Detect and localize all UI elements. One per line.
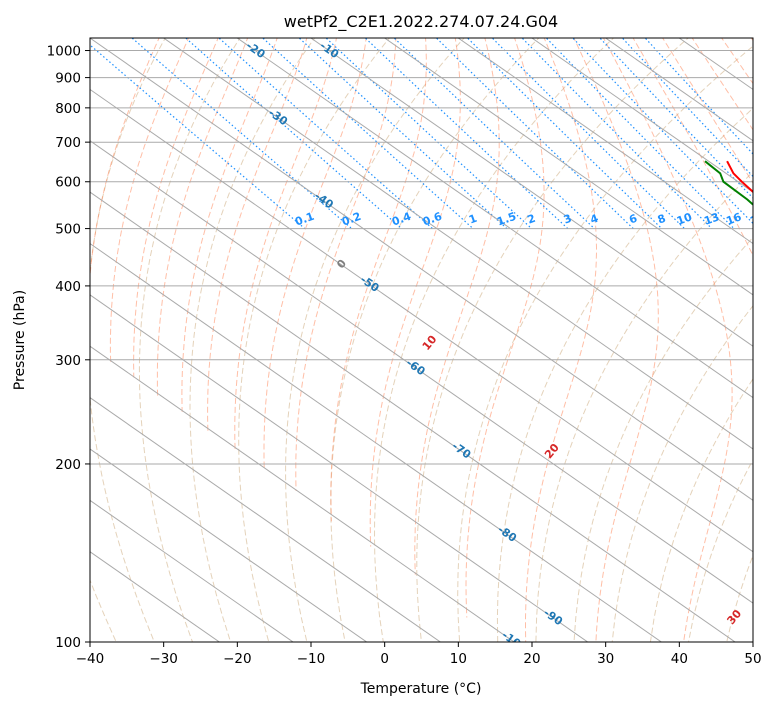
isotherm-line xyxy=(162,38,753,450)
mixing-ratio-label: 0.1 xyxy=(293,210,316,229)
moist-adiabat-line xyxy=(330,38,427,522)
moist-adiabat-line xyxy=(90,38,160,282)
mixing-ratio-label: 20 xyxy=(749,210,768,228)
chart-title: wetPf2_C2E1.2022.274.07.24.G04 xyxy=(284,12,558,32)
isotherm-line xyxy=(90,140,753,604)
moist-adiabat-line xyxy=(414,38,500,575)
dry-adiabat-line xyxy=(611,304,753,642)
isotherm-line xyxy=(457,38,753,245)
x-tick-label: 0 xyxy=(380,651,389,667)
dry-adiabat-line xyxy=(416,38,689,642)
dry-adiabat-line xyxy=(496,107,753,642)
plot-area: -100-90-80-70-60-50-40-30-20 -100.1 0.2 0.4… xyxy=(90,38,768,642)
moist-adiabat-line xyxy=(207,38,308,434)
isotherm-line xyxy=(90,499,294,642)
y-tick-label: 1000 xyxy=(47,44,81,60)
isotherm-line xyxy=(236,38,753,399)
mixing-ratio-label: 1 xyxy=(467,212,479,227)
moist-adiabat-line xyxy=(109,38,190,365)
isotherm-line xyxy=(531,38,753,193)
mixing-ratio-label: 8 xyxy=(656,212,668,227)
moist-adiabat-line xyxy=(156,38,249,397)
mixing-ratio-line xyxy=(184,38,403,230)
x-tick-label: 40 xyxy=(671,651,688,667)
mixing-ratio-line xyxy=(644,38,753,155)
mixing-ratio-label: 0.4 xyxy=(390,210,413,229)
mixing-ratio-line xyxy=(491,38,685,230)
mixing-ratio-label: 0.6 xyxy=(421,210,444,229)
axis-ticks: −40 −30 −20 −10 0 10 20 30 40 5010020030040050060… xyxy=(47,44,762,667)
x-tick-label: 50 xyxy=(744,651,761,667)
x-tick-label: −10 xyxy=(297,651,326,667)
moist-adiabat-line xyxy=(465,38,545,618)
mixing-ratio-line xyxy=(599,38,753,199)
x-tick-label: −20 xyxy=(223,651,252,667)
moist-adiabat-line xyxy=(263,38,367,471)
isotherm-line xyxy=(90,191,736,642)
y-tick-label: 700 xyxy=(55,135,81,151)
moist-adiabat-line xyxy=(369,38,461,547)
mixing-ratio-line xyxy=(621,38,753,178)
mixing-ratio-line xyxy=(435,38,634,230)
mixing-ratio-line xyxy=(90,44,306,230)
grid-lines xyxy=(90,38,753,642)
isotherm-line xyxy=(310,38,753,347)
y-tick-label: 900 xyxy=(55,71,81,87)
mixing-ratio-line xyxy=(545,38,735,230)
isotherm-line xyxy=(90,345,515,642)
y-tick-label: 100 xyxy=(55,635,81,651)
x-axis-label: Temperature (°C) xyxy=(360,681,482,697)
isotherm-line xyxy=(90,38,753,501)
x-tick-label: −40 xyxy=(76,651,105,667)
dry-adiabat-line xyxy=(238,38,391,642)
mixing-ratio-label: 0.2 xyxy=(340,210,363,229)
mixing-ratio-label: 4 xyxy=(588,212,600,227)
isotherm-line xyxy=(604,38,753,142)
mixing-ratio-label: 3 xyxy=(562,212,574,227)
x-tick-label: 20 xyxy=(523,651,540,667)
y-axis-label: Pressure (hPa) xyxy=(12,290,28,390)
y-tick-label: 400 xyxy=(55,279,81,295)
mixing-ratio-label: 16 xyxy=(724,210,743,228)
moist-adiabat-line xyxy=(295,38,397,492)
y-tick-label: 600 xyxy=(55,175,81,191)
mixing-ratio-label: 10 xyxy=(675,210,694,228)
mixing-ratio-label: 6 xyxy=(627,212,639,227)
moist-adiabat-line xyxy=(181,38,278,412)
mixing-ratio-label: 2 xyxy=(526,212,538,227)
isotherm-line xyxy=(90,294,589,642)
plot-frame xyxy=(89,37,754,643)
dry-adiabat-line xyxy=(649,377,753,642)
x-tick-label: 10 xyxy=(450,651,467,667)
y-tick-label: 800 xyxy=(55,101,81,117)
x-tick-label: −30 xyxy=(149,651,178,667)
isotherm-line xyxy=(90,397,442,642)
y-tick-label: 200 xyxy=(55,457,81,473)
y-tick-label: 500 xyxy=(55,222,81,238)
y-tick-label: 300 xyxy=(55,353,81,369)
isotherm-line xyxy=(90,88,753,553)
x-tick-label: 30 xyxy=(597,651,614,667)
mixing-ratio-label: 1.5 xyxy=(495,210,518,229)
mixing-ratio-line xyxy=(298,38,508,230)
moist-adiabat-line xyxy=(133,38,219,378)
mixing-ratio-line xyxy=(521,38,713,230)
mixing-ratio-line xyxy=(571,38,753,225)
isotherm-line xyxy=(90,448,368,642)
moist-adiabat-line xyxy=(234,38,338,452)
mixing-ratio-label: 13 xyxy=(702,210,721,227)
dry-adiabat-line xyxy=(573,236,753,642)
isotherm-line xyxy=(90,242,663,642)
isotherm-line xyxy=(383,38,753,296)
